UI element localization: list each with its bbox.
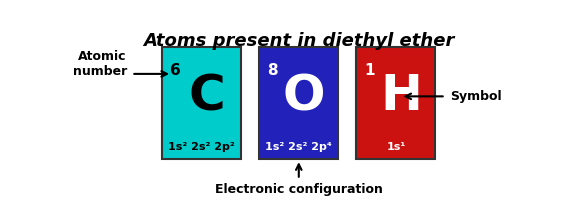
Text: 1: 1 [364,63,375,78]
Text: Atoms present in diethyl ether: Atoms present in diethyl ether [143,32,455,50]
Text: Atomic
number: Atomic number [73,50,127,78]
FancyBboxPatch shape [162,47,241,159]
Text: 1s¹: 1s¹ [387,143,406,152]
Text: H: H [381,72,422,120]
Text: Electronic configuration: Electronic configuration [215,183,382,196]
FancyBboxPatch shape [356,47,436,159]
Text: 1s² 2s² 2p⁴: 1s² 2s² 2p⁴ [265,143,332,152]
Text: C: C [189,72,226,120]
Text: 6: 6 [170,63,181,78]
FancyBboxPatch shape [259,47,338,159]
Text: 8: 8 [268,63,278,78]
Text: Symbol: Symbol [450,90,502,103]
Text: O: O [283,72,325,120]
Text: 1s² 2s² 2p²: 1s² 2s² 2p² [168,143,235,152]
